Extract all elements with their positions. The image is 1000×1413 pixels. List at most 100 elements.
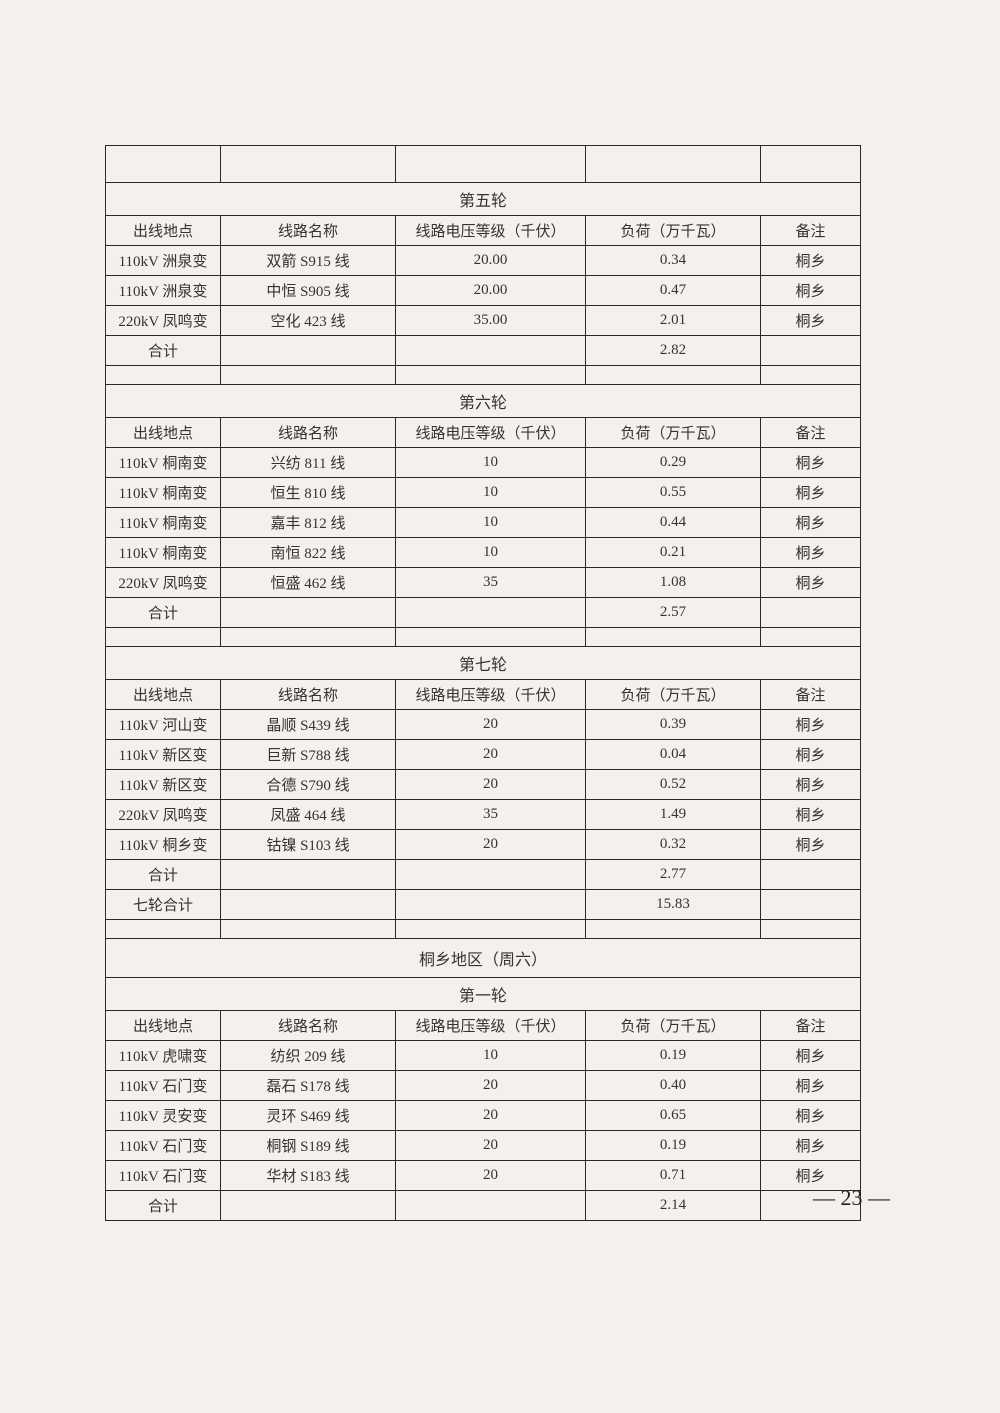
cell: 桐乡 — [761, 246, 861, 276]
header-cell: 线路名称 — [221, 680, 396, 710]
header-cell: 线路电压等级（千伏） — [396, 680, 586, 710]
section-title: 桐乡地区（周六） — [106, 939, 861, 978]
cell: 110kV 新区变 — [106, 740, 221, 770]
empty-cell — [396, 890, 586, 920]
table-row: 110kV 石门变桐钢 S189 线200.19桐乡 — [106, 1131, 861, 1161]
header-cell: 负荷（万千瓦） — [586, 680, 761, 710]
cell: 南恒 822 线 — [221, 538, 396, 568]
cell: 桐乡 — [761, 508, 861, 538]
cell: 35 — [396, 800, 586, 830]
cell: 合计 — [106, 860, 221, 890]
header-cell: 备注 — [761, 418, 861, 448]
section-title-row: 第一轮 — [106, 978, 861, 1011]
table-row: 220kV 凤鸣变空化 423 线35.002.01桐乡 — [106, 306, 861, 336]
cell: 0.71 — [586, 1161, 761, 1191]
header-row: 出线地点 线路名称 线路电压等级（千伏） 负荷（万千瓦） 备注 — [106, 216, 861, 246]
data-table: 第五轮 出线地点 线路名称 线路电压等级（千伏） 负荷（万千瓦） 备注 110k… — [105, 145, 861, 1221]
section-title: 第七轮 — [106, 647, 861, 680]
empty-cell — [396, 1191, 586, 1221]
cell: 桐乡 — [761, 770, 861, 800]
total-row: 合计2.14 — [106, 1191, 861, 1221]
table-row: 110kV 石门变磊石 S178 线200.40桐乡 — [106, 1071, 861, 1101]
cell: 凤盛 464 线 — [221, 800, 396, 830]
header-cell: 出线地点 — [106, 680, 221, 710]
cell: 七轮合计 — [106, 890, 221, 920]
cell: 220kV 凤鸣变 — [106, 306, 221, 336]
cell: 20 — [396, 1161, 586, 1191]
cell: 10 — [396, 508, 586, 538]
empty-cell — [396, 366, 586, 385]
header-cell: 负荷（万千瓦） — [586, 418, 761, 448]
empty-cell — [106, 920, 221, 939]
empty-cell — [221, 336, 396, 366]
table-row: 110kV 桐南变恒生 810 线100.55桐乡 — [106, 478, 861, 508]
cell: 合计 — [106, 598, 221, 628]
cell: 桐乡 — [761, 1071, 861, 1101]
empty-cell — [221, 890, 396, 920]
header-cell: 出线地点 — [106, 418, 221, 448]
header-cell: 线路名称 — [221, 1011, 396, 1041]
cell: 110kV 桐南变 — [106, 508, 221, 538]
cell: 35.00 — [396, 306, 586, 336]
cell: 10 — [396, 538, 586, 568]
empty-cell — [396, 860, 586, 890]
table-row: 110kV 河山变晶顺 S439 线200.39桐乡 — [106, 710, 861, 740]
header-cell: 出线地点 — [106, 1011, 221, 1041]
section-title: 第一轮 — [106, 978, 861, 1011]
table-row: 220kV 凤鸣变恒盛 462 线351.08桐乡 — [106, 568, 861, 598]
cell: 空化 423 线 — [221, 306, 396, 336]
header-cell: 线路电压等级（千伏） — [396, 216, 586, 246]
table-row: 110kV 灵安变灵环 S469 线200.65桐乡 — [106, 1101, 861, 1131]
cell: 220kV 凤鸣变 — [106, 568, 221, 598]
cell: 华材 S183 线 — [221, 1161, 396, 1191]
cell: 桐乡 — [761, 710, 861, 740]
cell: 晶顺 S439 线 — [221, 710, 396, 740]
cell: 恒生 810 线 — [221, 478, 396, 508]
cell: 110kV 新区变 — [106, 770, 221, 800]
cell: 110kV 桐乡变 — [106, 830, 221, 860]
cell: 2.77 — [586, 860, 761, 890]
table-row: 110kV 洲泉变双箭 S915 线20.000.34桐乡 — [106, 246, 861, 276]
table-row: 110kV 石门变华材 S183 线200.71桐乡 — [106, 1161, 861, 1191]
empty-cell — [761, 860, 861, 890]
page-number: — 23 — — [813, 1185, 890, 1211]
document-page: 第五轮 出线地点 线路名称 线路电压等级（千伏） 负荷（万千瓦） 备注 110k… — [105, 145, 860, 1221]
cell: 10 — [396, 478, 586, 508]
cell: 110kV 灵安变 — [106, 1101, 221, 1131]
header-row: 出线地点 线路名称 线路电压等级（千伏） 负荷（万千瓦） 备注 — [106, 1011, 861, 1041]
cell: 桐乡 — [761, 740, 861, 770]
cell: 桐乡 — [761, 478, 861, 508]
grand-total-row: 七轮合计 15.83 — [106, 890, 861, 920]
cell: 嘉丰 812 线 — [221, 508, 396, 538]
cell: 20 — [396, 710, 586, 740]
cell: 10 — [396, 448, 586, 478]
cell: 纺织 209 线 — [221, 1041, 396, 1071]
cell: 110kV 石门变 — [106, 1131, 221, 1161]
empty-cell — [396, 598, 586, 628]
cell: 220kV 凤鸣变 — [106, 800, 221, 830]
cell: 2.57 — [586, 598, 761, 628]
cell: 15.83 — [586, 890, 761, 920]
cell: 0.19 — [586, 1131, 761, 1161]
empty-cell — [761, 598, 861, 628]
cell: 110kV 桐南变 — [106, 478, 221, 508]
empty-cell — [106, 146, 221, 183]
cell: 中恒 S905 线 — [221, 276, 396, 306]
header-cell: 出线地点 — [106, 216, 221, 246]
empty-cell — [221, 366, 396, 385]
cell: 1.08 — [586, 568, 761, 598]
empty-cell — [586, 146, 761, 183]
cell: 20 — [396, 770, 586, 800]
header-cell: 备注 — [761, 216, 861, 246]
cell: 桐乡 — [761, 1041, 861, 1071]
empty-cell — [221, 1191, 396, 1221]
table-row: 110kV 新区变合德 S790 线200.52桐乡 — [106, 770, 861, 800]
empty-cell — [106, 628, 221, 647]
cell: 兴纺 811 线 — [221, 448, 396, 478]
cell: 0.47 — [586, 276, 761, 306]
cell: 0.19 — [586, 1041, 761, 1071]
cell: 0.29 — [586, 448, 761, 478]
cell: 0.40 — [586, 1071, 761, 1101]
empty-cell — [586, 628, 761, 647]
empty-cell — [761, 366, 861, 385]
